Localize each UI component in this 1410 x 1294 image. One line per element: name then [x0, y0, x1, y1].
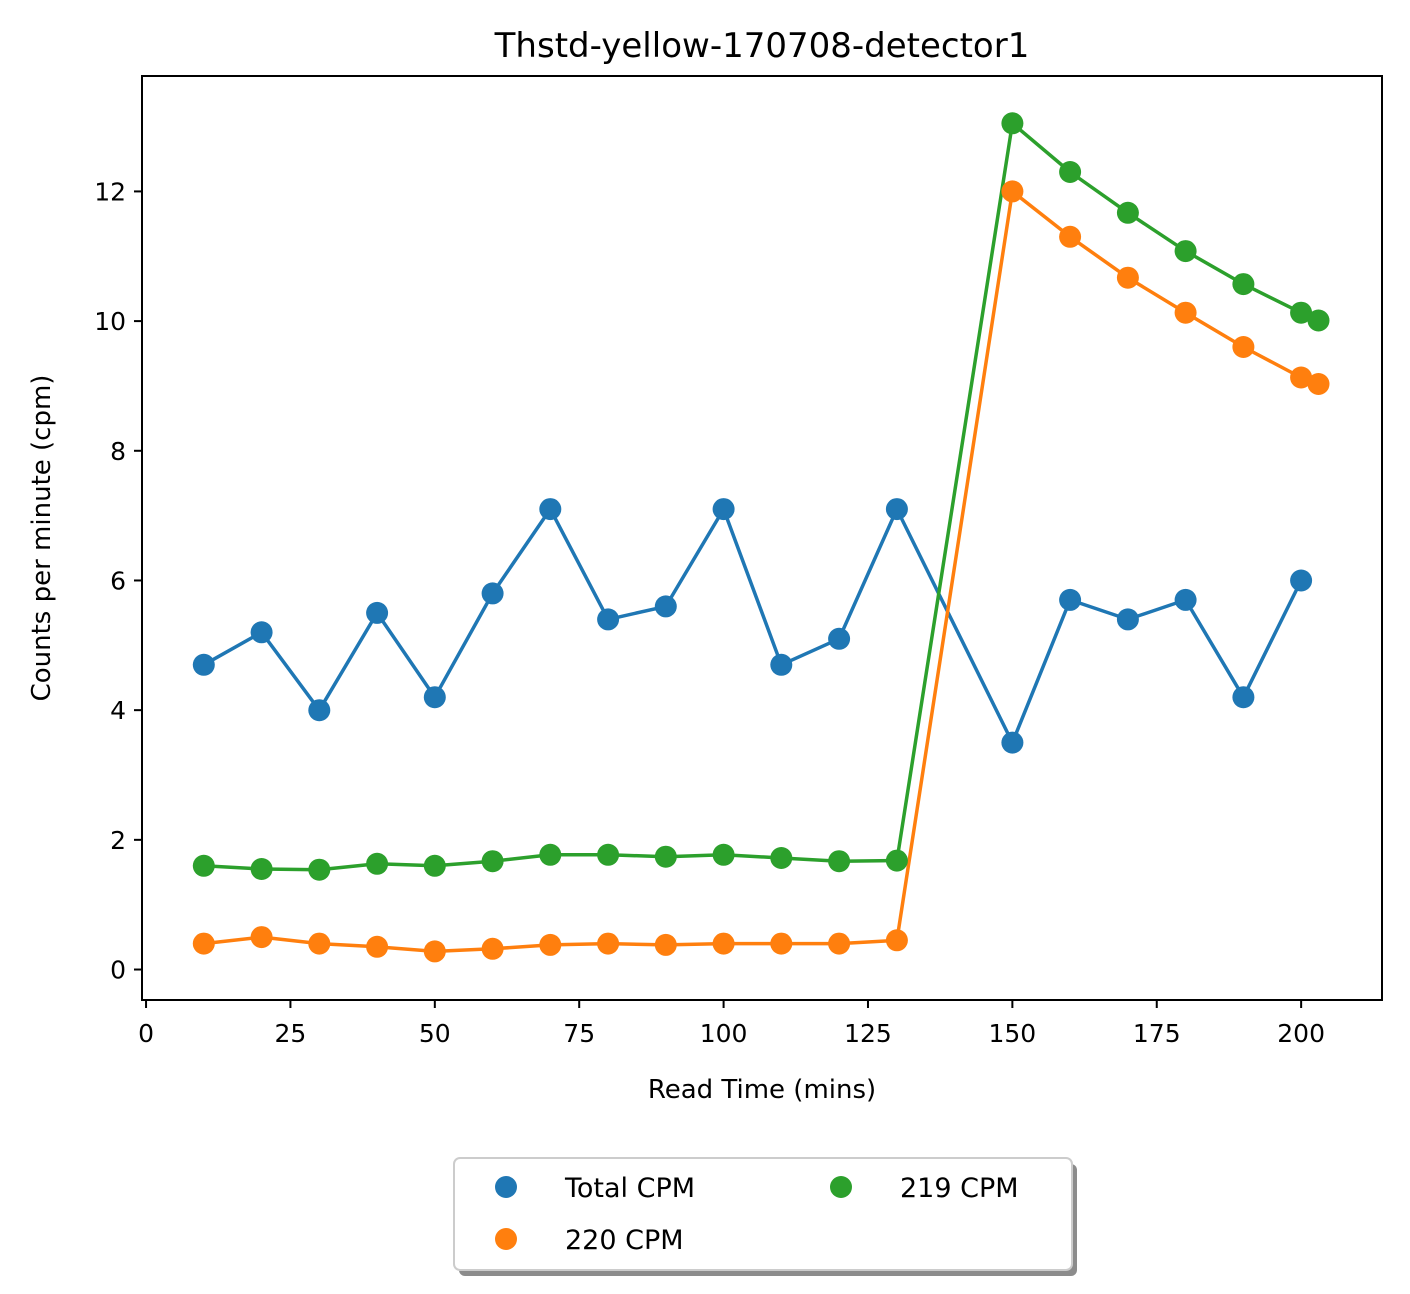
series-line-2 [203, 121, 1320, 872]
plot-frame [141, 75, 1383, 1001]
legend-marker-1 [495, 1228, 517, 1250]
series-point-1 [712, 932, 735, 955]
series-point-1 [1232, 336, 1255, 358]
series-point-2 [539, 843, 562, 866]
legend: Total CPM 220 CPM 219 CPM [453, 1157, 1077, 1276]
series-point-2 [597, 843, 620, 866]
series-point-2 [1307, 309, 1330, 332]
y-tick-label: 8 [110, 437, 126, 466]
series-point-2 [654, 845, 677, 868]
series-point-2 [250, 858, 273, 880]
x-axis-label: Read Time (mins) [648, 1075, 876, 1105]
series-point-1 [192, 932, 215, 955]
y-tick-label: 12 [94, 177, 126, 206]
series-point-2 [1290, 301, 1313, 324]
x-tick-label: 0 [138, 1019, 154, 1048]
series-point-0 [539, 498, 562, 521]
series-point-0 [1059, 588, 1082, 611]
series-point-2 [1059, 161, 1082, 183]
series-point-1 [539, 933, 562, 956]
y-tick-label: 6 [110, 566, 126, 595]
x-tick-label: 125 [844, 1019, 892, 1048]
series-point-1 [597, 932, 620, 955]
series-point-2 [366, 852, 389, 875]
series-point-0 [597, 608, 620, 631]
series-point-2 [770, 847, 793, 869]
x-tick-label: 100 [700, 1019, 748, 1048]
series-point-0 [366, 601, 389, 624]
x-tick-label: 150 [989, 1019, 1037, 1048]
series-point-0 [423, 686, 446, 709]
series-point-0 [481, 582, 504, 605]
series-point-1 [1059, 225, 1082, 248]
series-point-1 [1307, 373, 1330, 395]
series-point-0 [885, 498, 908, 521]
series-point-0 [192, 653, 215, 676]
series-point-0 [712, 498, 735, 521]
legend-label-1: 220 CPM [565, 1225, 684, 1256]
series-point-0 [1290, 569, 1313, 592]
series-point-0 [1001, 731, 1024, 754]
series-point-2 [1232, 273, 1255, 296]
series-point-1 [770, 932, 793, 955]
y-tick-label: 0 [110, 956, 126, 985]
legend-box [453, 1157, 1073, 1271]
series-point-0 [654, 595, 677, 618]
series-point-0 [1116, 608, 1139, 631]
x-tick-label: 50 [419, 1019, 451, 1048]
series-point-1 [423, 940, 446, 963]
series-point-2 [1174, 240, 1197, 263]
series-point-1 [308, 932, 331, 955]
legend-label-2: 219 CPM [900, 1173, 1019, 1204]
series-point-0 [770, 653, 793, 676]
series-point-2 [1001, 112, 1024, 135]
series-point-0 [250, 621, 273, 644]
x-tick-label: 200 [1277, 1019, 1325, 1048]
series-point-1 [366, 935, 389, 958]
series-point-2 [885, 849, 908, 872]
series-point-1 [1116, 266, 1139, 289]
y-tick-label: 4 [110, 696, 126, 725]
x-tick-label: 75 [563, 1019, 595, 1048]
legend-label-0: Total CPM [564, 1173, 695, 1204]
y-axis-label: Counts per minute (cpm) [27, 375, 57, 702]
series-point-2 [308, 858, 331, 881]
chart-title: Thstd-yellow-170708-detector1 [494, 26, 1030, 66]
series-point-2 [192, 854, 215, 877]
x-tick-label: 175 [1133, 1019, 1181, 1048]
series-point-1 [654, 933, 677, 956]
legend-marker-2 [830, 1176, 852, 1198]
x-tick-label: 25 [275, 1019, 307, 1048]
series-point-0 [828, 627, 851, 650]
legend-marker-0 [495, 1176, 517, 1198]
series-point-1 [1001, 180, 1024, 203]
series-line-1 [203, 189, 1320, 954]
series-point-1 [1174, 301, 1197, 324]
series-point-2 [828, 850, 851, 873]
series-point-0 [1232, 686, 1255, 709]
series-point-2 [1116, 201, 1139, 224]
series-point-0 [1174, 588, 1197, 611]
series-point-1 [885, 929, 908, 952]
series-point-1 [250, 926, 273, 949]
series-point-2 [712, 843, 735, 866]
legend-entries: Total CPM 220 CPM 219 CPM [495, 1173, 1019, 1256]
series-point-1 [481, 937, 504, 960]
y-tick-label: 2 [110, 826, 126, 855]
series-layer [192, 112, 1330, 963]
x-axis-ticks: 0 25 50 75 100 125 150 175 200 [138, 1000, 1325, 1048]
y-tick-label: 10 [94, 307, 126, 336]
y-axis-ticks: 0 2 4 6 8 10 12 [94, 177, 142, 985]
series-point-2 [423, 854, 446, 877]
series-point-2 [481, 850, 504, 873]
series-point-1 [1290, 366, 1313, 389]
series-point-0 [308, 699, 331, 722]
series-point-1 [828, 932, 851, 955]
